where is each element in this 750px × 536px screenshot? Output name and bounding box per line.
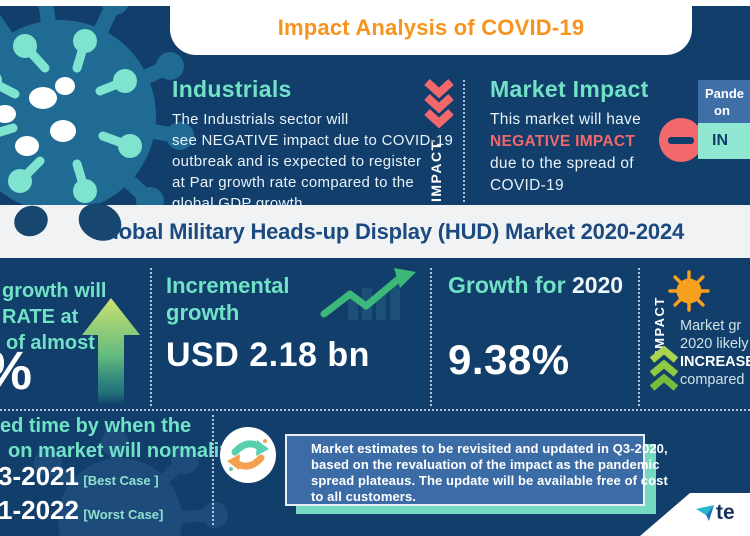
industrials-title: Industrials xyxy=(172,76,292,102)
best-case-label: [Best Case ] xyxy=(83,473,159,488)
industrials-line: at Par growth rate compared to the xyxy=(172,174,414,191)
row2-divider xyxy=(430,268,432,406)
incremental-title-line: growth xyxy=(166,300,240,325)
percent-sign: % xyxy=(0,340,32,402)
worst-case-value: 1-2022 xyxy=(0,495,79,525)
logo-text: te xyxy=(716,501,735,524)
worst-case-label: [Worst Case] xyxy=(83,507,164,522)
impact-right-line: Market gr xyxy=(680,318,742,334)
market-impact-line: This market will have xyxy=(490,111,642,128)
note-line: Market estimates to be revisited and upd… xyxy=(311,441,668,456)
normalize-line: ed time by when the xyxy=(0,415,192,437)
incremental-growth-section: Incremental growth xyxy=(166,272,290,326)
page-title: Impact Analysis of COVID-19 xyxy=(277,14,585,40)
pandemic-panel-header: Pande on xyxy=(698,80,750,123)
impact-vertical-label: IMPACT xyxy=(652,296,667,354)
impact-right-text: Market gr 2020 likely INCREASE compared xyxy=(680,317,750,389)
row3-vertical-divider xyxy=(212,415,214,525)
growth-2020-section: Growth for 2020 xyxy=(448,272,623,299)
note-box: Market estimates to be revisited and upd… xyxy=(285,434,668,506)
industrials-line: see NEGATIVE impact due to COVID-19 xyxy=(172,132,454,149)
market-impact-line: COVID-19 xyxy=(490,177,564,194)
minus-bar xyxy=(668,136,694,144)
growth-2020-value: 9.38% xyxy=(448,336,570,383)
row3-divider xyxy=(0,409,750,411)
chevrons-down-icon xyxy=(424,79,454,128)
logo-band: te xyxy=(640,493,750,536)
normalize-line: on market will normalize xyxy=(8,440,241,462)
industrials-line: outbreak and is expected to register xyxy=(172,153,422,170)
header-banner: Impact Analysis of COVID-19 xyxy=(170,0,692,55)
row2-divider xyxy=(150,268,152,406)
growth-rate-line: RATE at xyxy=(2,306,79,328)
virus-watermark xyxy=(34,429,228,536)
incremental-title-line: Incremental xyxy=(166,273,290,298)
minus-circle-icon xyxy=(659,118,703,162)
up-arrow-icon xyxy=(82,298,140,404)
row1-divider xyxy=(463,80,465,202)
note-line: based on the revaluation of the impact a… xyxy=(311,457,660,472)
industrials-section: Industrials The Industrials sector will … xyxy=(172,76,453,214)
market-title-band: Global Military Heads-up Display (HUD) M… xyxy=(0,205,750,258)
best-case-value: 3-2021 xyxy=(0,461,79,491)
negative-impact-highlight: NEGATIVE IMPACT xyxy=(490,133,636,150)
pandemic-panel-value: IN xyxy=(698,123,750,159)
note-line: to all customers. xyxy=(311,489,417,504)
chevrons-up-icon xyxy=(650,346,678,391)
market-impact-line: due to the spread of xyxy=(490,155,634,172)
growth-rate-line: of almost xyxy=(6,332,95,354)
technavio-logo-icon xyxy=(696,505,714,521)
note-line: spread plateaus. The update will be avai… xyxy=(311,473,668,488)
refresh-icon xyxy=(220,427,276,483)
growth-2020-year: 2020 xyxy=(571,272,624,298)
best-case-row: 3-2021 [Best Case ] xyxy=(0,461,159,492)
growth-rate-section: growth will RATE at of almost xyxy=(2,278,106,356)
growth-rate-line: growth will xyxy=(2,280,107,302)
worst-case-row: 1-2022 [Worst Case] xyxy=(0,495,163,526)
market-impact-title: Market Impact xyxy=(490,76,649,102)
virus-orange-icon xyxy=(668,270,710,312)
pandemic-panel: Pande on IN xyxy=(698,80,750,159)
trend-up-icon xyxy=(320,268,416,320)
impact-right-line: 2020 likely xyxy=(680,336,749,352)
impact-right-highlight: INCREASE xyxy=(680,354,750,370)
normalize-section: ed time by when the on market will norma… xyxy=(0,414,240,464)
growth-2020-title: Growth for xyxy=(448,272,566,298)
market-title: Global Military Heads-up Display (HUD) M… xyxy=(95,218,685,244)
pandemic-panel-header-line: Pande xyxy=(705,86,745,101)
impact-right-line: compared xyxy=(680,372,745,388)
pandemic-panel-header-line: on xyxy=(714,103,730,118)
incremental-growth-value: USD 2.18 bn xyxy=(166,336,370,374)
row2-divider xyxy=(638,268,640,406)
impact-vertical-label: IMPACT xyxy=(428,140,444,202)
industrials-line: The Industrials sector will xyxy=(172,111,349,128)
market-impact-section: Market Impact This market will have NEGA… xyxy=(490,76,649,197)
